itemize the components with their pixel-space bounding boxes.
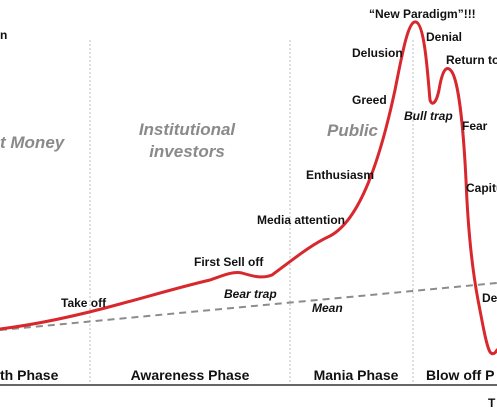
phase-mania: Mania Phase <box>314 367 399 383</box>
label-greed: Greed <box>352 93 387 107</box>
label-new-paradigm: “New Paradigm”!!! <box>369 7 476 21</box>
label-mean: Mean <box>312 301 343 315</box>
public-label: Public <box>327 121 379 140</box>
label-fear: Fear <box>462 119 488 133</box>
phase-awareness: Awareness Phase <box>131 367 250 383</box>
phase-blow-off: Blow off P <box>426 367 494 383</box>
price-curve <box>0 20 497 356</box>
label-media-attention: Media attention <box>257 213 345 227</box>
label-denial: Denial <box>426 30 462 44</box>
label-take-off: Take off <box>61 296 107 310</box>
label-delusion: Delusion <box>352 46 403 60</box>
label-enthusiasm: Enthusiasm <box>306 168 374 182</box>
institutional-investors-line1: Institutional <box>139 120 237 139</box>
phase-stealth: th Phase <box>0 367 59 383</box>
bottom-right-fragment: T <box>488 396 496 410</box>
top-left-fragment: n <box>0 28 7 42</box>
label-capitu: Capitu <box>466 181 497 195</box>
label-return-to: Return to <box>446 53 497 67</box>
label-de: De <box>482 291 497 305</box>
label-bear-trap: Bear trap <box>224 287 277 301</box>
label-first-sell-off: First Sell off <box>194 255 264 269</box>
label-bull-trap: Bull trap <box>404 109 453 123</box>
smart-money-label: t Money <box>0 133 66 152</box>
institutional-investors-line2: investors <box>149 142 225 161</box>
